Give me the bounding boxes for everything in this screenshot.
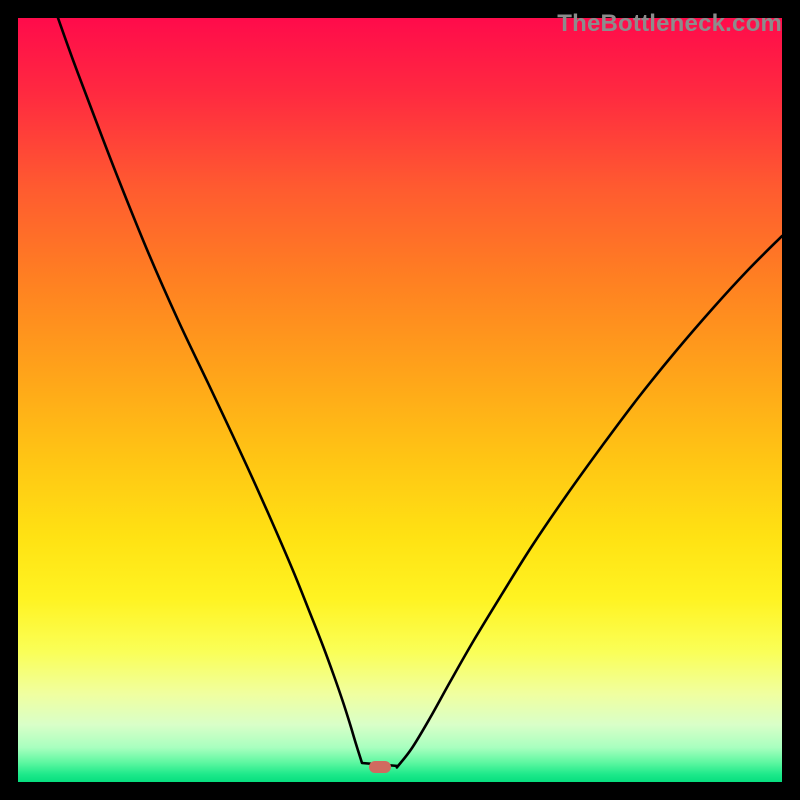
chart-frame: TheBottleneck.com [0,0,800,800]
plot-area [18,18,782,782]
minimum-marker [369,761,391,773]
watermark-text: TheBottleneck.com [557,10,782,38]
curve-path [58,18,782,767]
bottleneck-curve [18,18,782,782]
